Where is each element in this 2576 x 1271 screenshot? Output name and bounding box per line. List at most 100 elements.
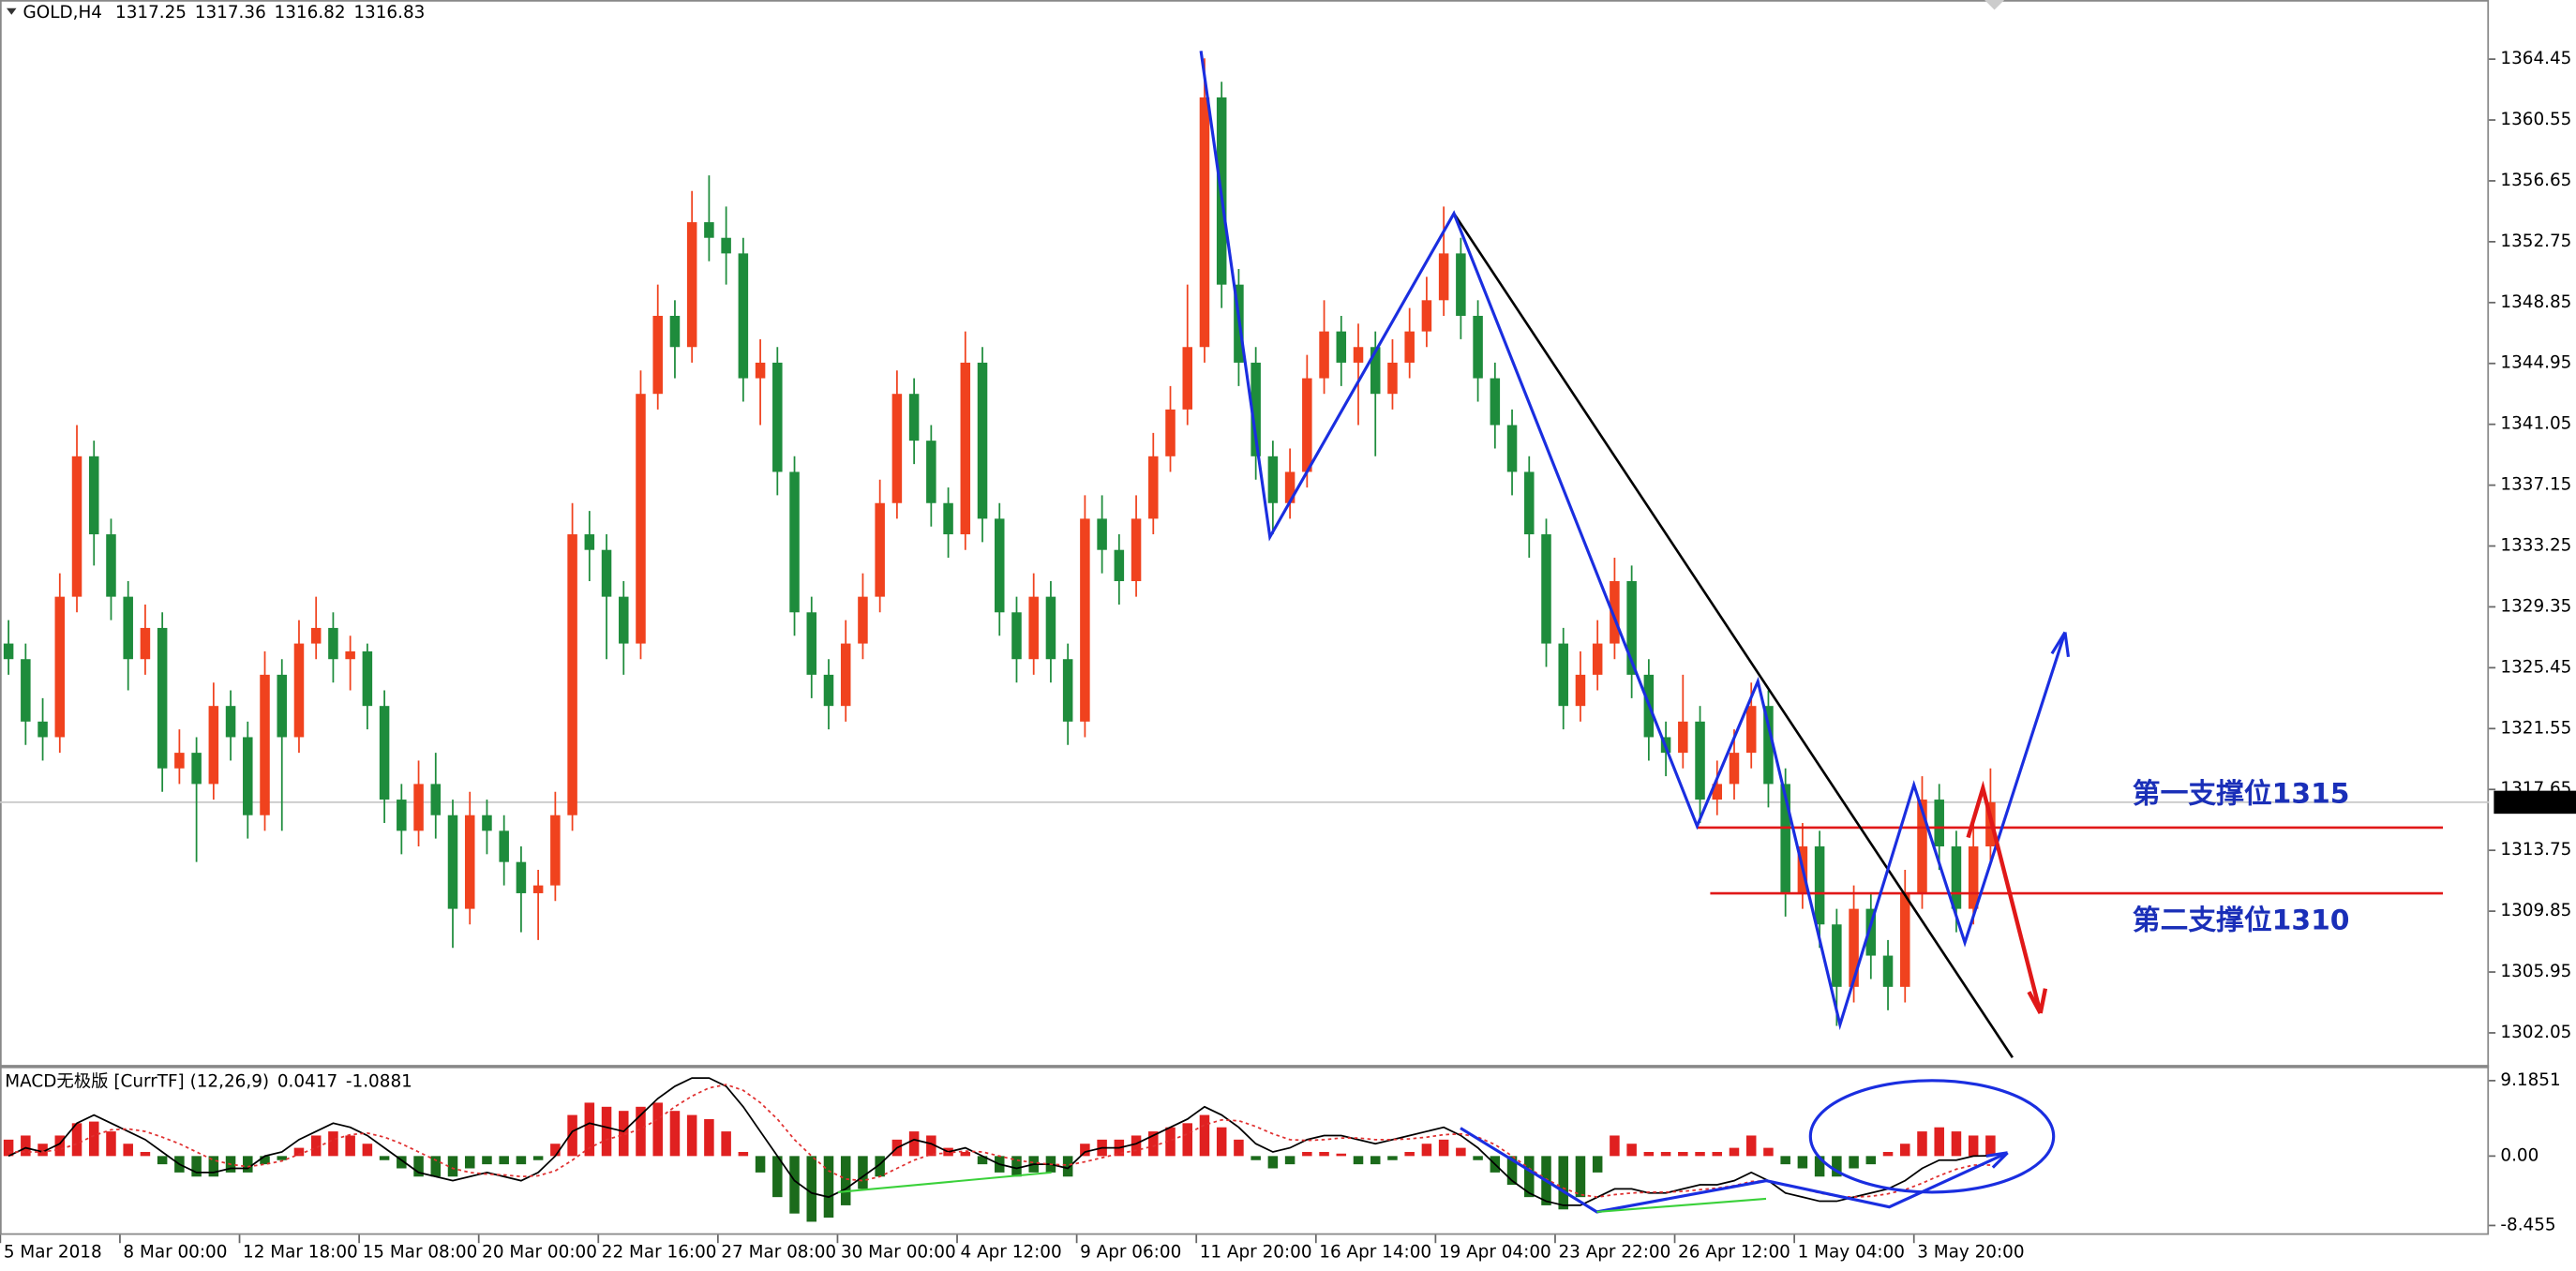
macd-bar <box>464 1156 475 1169</box>
candle-body <box>652 315 663 395</box>
candle-body <box>54 596 66 738</box>
macd-bar <box>106 1131 116 1157</box>
candle-body <box>1062 659 1073 722</box>
quote-value: 1317.36 <box>195 3 266 22</box>
y-tick-label: 1360.55 <box>2500 110 2571 129</box>
candle-body <box>243 737 253 815</box>
indicator-title: MACD无极版 [CurrTF] (12,26,9) <box>5 1072 269 1092</box>
menu-icon[interactable] <box>7 7 17 15</box>
macd-bar <box>1404 1151 1415 1157</box>
x-tick-label: 15 Mar 08:00 <box>363 1243 478 1263</box>
wave-line <box>1199 51 2067 1031</box>
y-tick-label: 1313.75 <box>2500 840 2571 860</box>
macd-bar <box>619 1111 629 1157</box>
macd-bar <box>1968 1135 1979 1157</box>
y-tick-label: 1329.35 <box>2500 596 2571 616</box>
macd-bar <box>345 1135 355 1157</box>
macd-bar <box>840 1156 851 1205</box>
macd-bar <box>1216 1127 1227 1157</box>
price-label-box <box>2494 790 2576 815</box>
x-tick-label: 4 Apr 12:00 <box>961 1243 1062 1263</box>
macd-bar <box>908 1131 920 1157</box>
macd-bar <box>1267 1156 1279 1169</box>
macd-bar <box>260 1156 270 1165</box>
arrow-head <box>2050 631 2071 657</box>
candle-body <box>1473 315 1483 379</box>
macd-bar <box>1865 1156 1877 1165</box>
candle-body <box>362 650 373 707</box>
candle-body <box>908 394 920 441</box>
macd-bar <box>1763 1147 1774 1157</box>
candle-body <box>1353 347 1364 363</box>
macd-bar <box>54 1135 66 1157</box>
candle-body <box>1968 846 1979 909</box>
macd-bar <box>191 1156 202 1177</box>
macd-bar <box>789 1156 800 1214</box>
macd-bar <box>1165 1127 1176 1157</box>
macd-bar <box>482 1156 492 1165</box>
macd-bar <box>977 1156 988 1165</box>
candle-body <box>891 394 903 503</box>
macd-bar <box>1712 1151 1723 1157</box>
candle-body <box>738 253 749 379</box>
candle-body <box>1729 753 1740 785</box>
macd-bar <box>550 1144 561 1157</box>
candle-body <box>721 237 731 254</box>
candle-body <box>106 534 116 597</box>
candle-body <box>1558 643 1568 707</box>
candle-body <box>926 441 936 503</box>
candle-body <box>686 222 697 348</box>
macd-bar <box>1370 1156 1381 1165</box>
macd-bar <box>1780 1156 1790 1165</box>
candle-body <box>1506 425 1518 472</box>
candle-body <box>704 222 714 238</box>
candle-body <box>772 362 783 472</box>
macd-bar <box>772 1156 783 1198</box>
candle-body <box>1080 518 1090 722</box>
macd-bar <box>21 1135 31 1157</box>
candle-body <box>1592 643 1603 675</box>
candle-body <box>1456 253 1466 316</box>
candle-body <box>1626 580 1637 675</box>
candle-body <box>123 596 133 660</box>
candle-body <box>1814 846 1825 925</box>
candle-body <box>413 784 424 831</box>
candle-body <box>1336 331 1347 363</box>
macd-bar <box>806 1156 817 1222</box>
macd-bar <box>1524 1156 1535 1198</box>
candle-body <box>550 815 561 886</box>
candle-body <box>806 612 817 675</box>
macd-bar <box>362 1144 373 1157</box>
y-tick-label: 1309.85 <box>2500 901 2571 920</box>
macd-bar <box>858 1156 868 1189</box>
macd-bar <box>1234 1139 1244 1157</box>
candle-body <box>1678 721 1688 754</box>
candle-body <box>1319 331 1329 379</box>
candle-body <box>482 815 492 831</box>
candle-body <box>310 627 322 644</box>
macd-bar <box>960 1151 971 1157</box>
candle-body <box>21 659 31 722</box>
macd-bar <box>1814 1156 1825 1177</box>
candle-body <box>1438 253 1449 301</box>
candle-body <box>260 674 270 815</box>
x-tick-label: 23 Apr 22:00 <box>1558 1243 1670 1263</box>
x-tick-label: 1 May 04:00 <box>1798 1243 1905 1263</box>
candle-body <box>1421 300 1432 332</box>
candle-body <box>1934 800 1944 847</box>
candle-body <box>601 549 612 597</box>
macd-bar <box>1387 1156 1398 1160</box>
candle-body <box>1148 456 1159 519</box>
macd-bar <box>669 1111 681 1157</box>
y-tick-label: 1364.45 <box>2500 49 2571 68</box>
macd-bar <box>71 1123 82 1157</box>
divergence-line <box>1460 1127 2009 1214</box>
candle-body <box>1182 347 1193 410</box>
candle-body <box>943 502 953 535</box>
macd-bar <box>1062 1156 1073 1177</box>
candle-body <box>1199 97 1210 348</box>
candle-body <box>1763 706 1774 785</box>
candle-body <box>1951 846 1962 909</box>
x-tick-label: 8 Mar 00:00 <box>123 1243 227 1263</box>
macd-bar <box>567 1114 577 1157</box>
